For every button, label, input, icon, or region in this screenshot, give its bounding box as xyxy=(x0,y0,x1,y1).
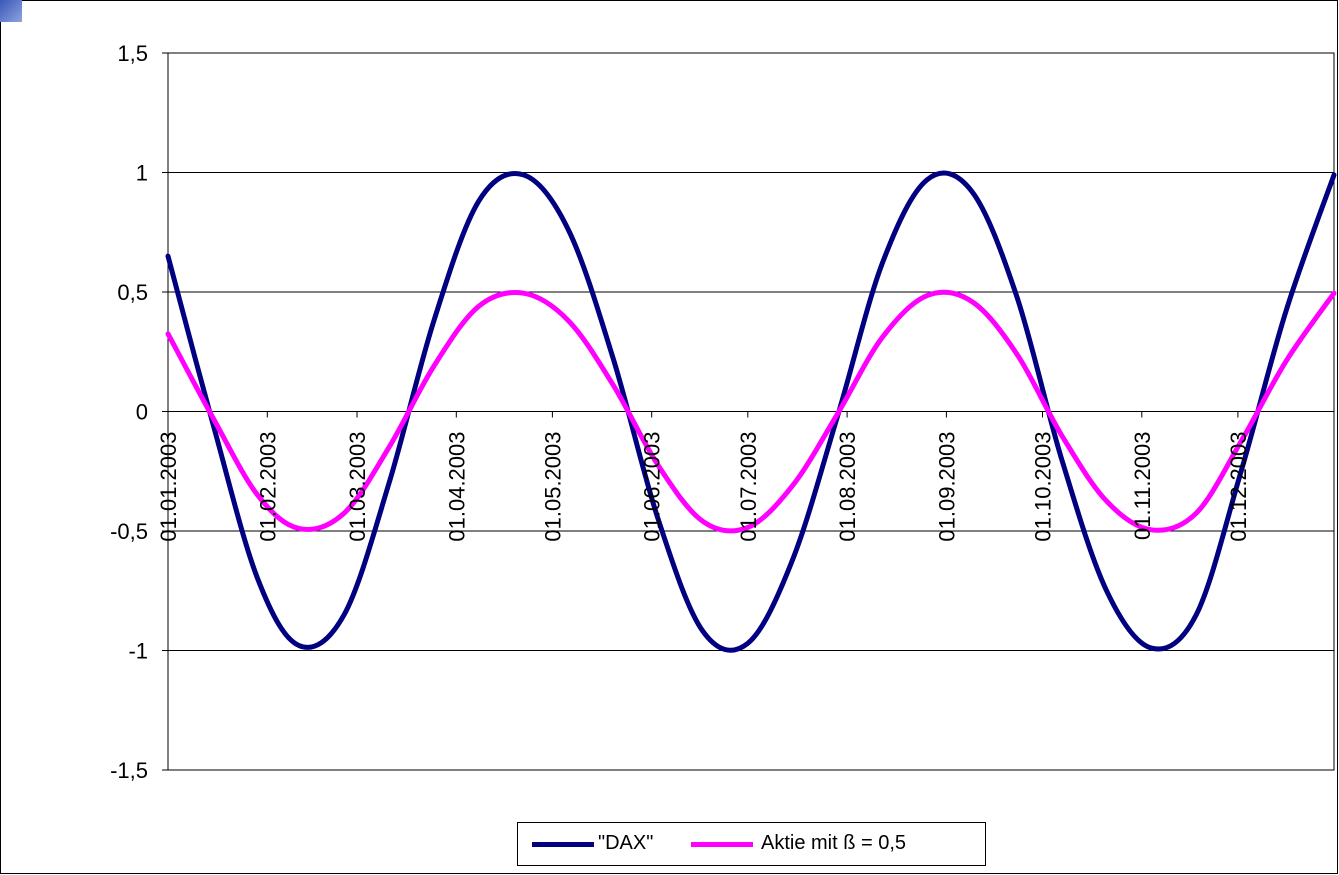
legend-swatch-beta xyxy=(691,842,753,847)
x-tick-label: 01.02.2003 xyxy=(255,432,280,542)
x-tick-label: 01.12.2003 xyxy=(1226,432,1251,542)
y-tick-label: -1 xyxy=(128,639,148,664)
x-axis xyxy=(167,411,1335,418)
corner-mark xyxy=(0,0,22,22)
x-tick-label: 01.04.2003 xyxy=(444,432,469,542)
y-axis: 1,5 1 0,5 0 -0,5 -1 -1,5 xyxy=(110,41,168,783)
x-tick-label: 01.10.2003 xyxy=(1031,432,1056,542)
legend-label-dax: "DAX" xyxy=(598,832,654,854)
x-tick-label: 01.03.2003 xyxy=(345,432,370,542)
series-line-dax xyxy=(165,170,1337,653)
y-tick-label: -0,5 xyxy=(110,519,148,544)
x-tick-label: 01.08.2003 xyxy=(835,432,860,542)
x-tick-labels: 01.01.2003 01.02.2003 01.03.2003 01.04.2003… xyxy=(156,432,1251,542)
x-tick-label: 01.01.2003 xyxy=(156,432,181,542)
series-layer xyxy=(165,170,1337,653)
series-line-beta xyxy=(165,289,1337,534)
x-tick-label: 01.05.2003 xyxy=(540,432,565,542)
y-tick-label: -1,5 xyxy=(110,758,148,783)
x-tick-label: 01.07.2003 xyxy=(736,432,761,542)
y-tick-label: 0,5 xyxy=(117,280,148,305)
x-tick-label: 01.06.2003 xyxy=(640,432,665,542)
x-tick-label: 01.11.2003 xyxy=(1130,432,1155,540)
legend: "DAX" Aktie mit ß = 0,5 xyxy=(517,822,986,866)
legend-label-beta: Aktie mit ß = 0,5 xyxy=(761,832,907,854)
y-tick-label: 0 xyxy=(136,400,148,425)
y-tick-label: 1,5 xyxy=(117,41,148,66)
x-tick-label: 01.09.2003 xyxy=(934,432,959,542)
legend-swatch-dax xyxy=(532,842,594,847)
y-tick-label: 1 xyxy=(136,161,148,186)
